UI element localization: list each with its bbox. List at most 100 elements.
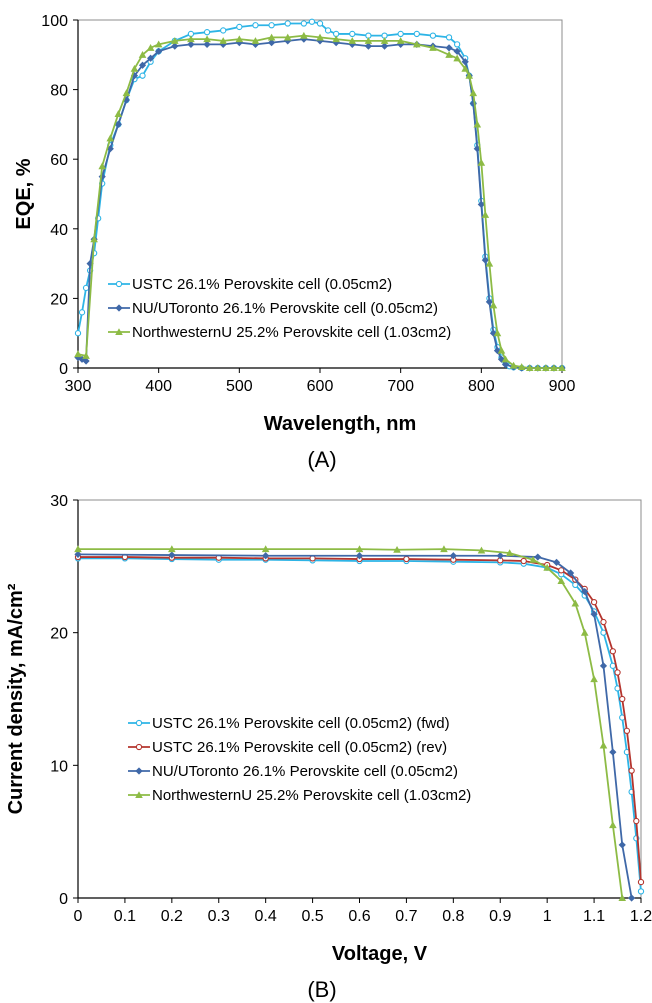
data-point	[558, 364, 566, 372]
data-point	[403, 555, 410, 563]
y-tick-label: 0	[59, 891, 68, 908]
data-point	[623, 727, 631, 734]
data-point	[572, 581, 579, 589]
data-point	[267, 33, 276, 41]
legend-label: USTC 26.1% Perovskite cell (0.05cm2)	[132, 276, 392, 293]
data-point	[534, 364, 542, 372]
data-point	[413, 40, 421, 48]
data-point	[552, 558, 561, 566]
series-2	[74, 550, 636, 902]
series-line	[77, 38, 562, 369]
legend-entry: USTC 26.1% Perovskite cell (0.05cm2)	[108, 276, 392, 293]
data-point	[252, 22, 259, 29]
data-point	[557, 577, 566, 584]
legend-entry: USTC 26.1% Perovskite cell (0.05cm2) (fw…	[128, 715, 450, 732]
data-point	[251, 37, 260, 44]
data-point	[236, 23, 243, 31]
legend: USTC 26.1% Perovskite cell (0.05cm2) (fw…	[128, 715, 471, 804]
data-point	[300, 31, 308, 39]
data-point	[261, 545, 270, 553]
data-point	[496, 552, 504, 560]
data-point	[235, 35, 244, 43]
data-point	[465, 71, 474, 79]
data-point	[543, 563, 551, 571]
x-tick-label: 800	[468, 378, 495, 395]
x-tick-label: 0.5	[301, 908, 323, 925]
data-point	[74, 545, 82, 553]
data-point	[477, 158, 486, 166]
data-point	[355, 552, 364, 560]
data-point	[614, 669, 621, 676]
data-point	[397, 40, 405, 48]
legend-marker	[135, 719, 143, 727]
legend-marker	[135, 743, 143, 751]
data-point	[138, 61, 147, 69]
data-point	[284, 20, 291, 27]
data-point	[571, 599, 580, 607]
data-point	[268, 39, 276, 47]
data-point	[461, 58, 469, 66]
data-point	[219, 37, 227, 44]
data-point	[355, 545, 364, 553]
legend-label: USTC 26.1% Perovskite cell (0.05cm2) (fw…	[152, 715, 450, 732]
data-point	[268, 22, 275, 29]
x-tick-label: 0.3	[208, 908, 230, 925]
data-point	[220, 27, 227, 34]
panel-label: (B)	[307, 977, 336, 1002]
data-point	[628, 894, 636, 902]
x-tick-label: 0.1	[114, 908, 136, 925]
data-point	[171, 37, 179, 44]
data-point	[308, 18, 316, 25]
jv-chart: 0 0.1 0.2 0.3 0.4 0.5 0.6 0.7 0.8 0.9 1 1.1 1.2 0 10 20…	[5, 493, 652, 1002]
data-point	[485, 298, 493, 306]
legend-marker	[115, 280, 123, 288]
series-1	[74, 35, 566, 372]
legend-entry: NU/UToronto 26.1% Perovskite cell (0.05c…	[128, 763, 458, 780]
legend-entry: NorthwesternU 25.2% Perovskite cell (1.0…	[128, 787, 471, 804]
data-point	[106, 134, 115, 142]
data-point	[481, 256, 489, 264]
data-point	[590, 599, 598, 606]
data-point	[473, 120, 482, 128]
series-1	[74, 553, 645, 886]
x-axis-label: Voltage, V	[332, 943, 428, 965]
data-point	[520, 557, 527, 565]
eqe-chart: 300 400 500 600 700 800 900 0 20 40 60 80 100 Wavelen…	[13, 13, 575, 472]
legend-label: NorthwesternU 25.2% Perovskite cell (1.0…	[132, 324, 451, 341]
data-point	[618, 894, 627, 902]
data-point	[146, 44, 155, 51]
x-axis-label: Wavelength, nm	[264, 413, 417, 435]
y-tick-label: 60	[50, 152, 68, 169]
data-point	[599, 662, 608, 670]
data-point	[349, 30, 356, 38]
data-point	[155, 47, 163, 55]
data-point	[609, 748, 617, 756]
data-point	[534, 553, 542, 561]
legend-label: NorthwesternU 25.2% Perovskite cell (1.0…	[152, 787, 471, 804]
x-tick-label: 0.8	[442, 908, 464, 925]
data-point	[485, 259, 494, 267]
data-point	[440, 545, 448, 553]
data-point	[542, 364, 550, 372]
data-point	[509, 361, 518, 369]
data-point	[130, 64, 139, 72]
data-point	[633, 817, 640, 825]
x-tick-label: 500	[226, 378, 253, 395]
x-tick-label: 600	[307, 378, 334, 395]
data-point	[590, 610, 598, 618]
data-point	[300, 20, 308, 27]
y-tick-label: 0	[59, 361, 68, 378]
data-point	[82, 357, 90, 365]
legend-label: USTC 26.1% Perovskite cell (0.05cm2) (re…	[152, 739, 447, 756]
x-tick-label: 0	[74, 908, 83, 925]
data-point	[489, 329, 498, 337]
data-point	[187, 40, 195, 48]
data-point	[445, 44, 453, 52]
data-point	[168, 551, 176, 559]
data-point	[581, 587, 589, 596]
y-tick-label: 100	[41, 13, 68, 30]
x-tick-label: 300	[65, 378, 92, 395]
data-point	[187, 35, 195, 43]
data-point	[393, 545, 401, 553]
data-point	[78, 309, 86, 316]
